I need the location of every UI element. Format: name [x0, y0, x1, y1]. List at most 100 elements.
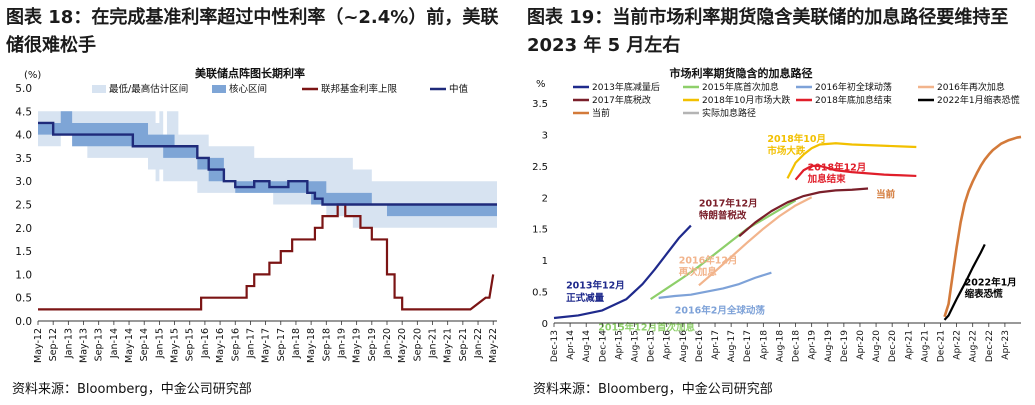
x-tick-label: Sep-19 [367, 328, 378, 361]
rate-path-chart: 市场利率期货隐含的加息路径% 2013年底减量后 2015年底首次加息 2016年初全… [532, 66, 1022, 363]
x-tick-label: Jan-15 [154, 328, 165, 359]
y-tick-label: 3.0 [15, 176, 32, 188]
y-tick-label: 3.5 [532, 99, 548, 110]
source-note: 资料来源：Bloomberg，中金公司研究部 [12, 382, 252, 397]
annotation: 2015年12月首次加息 [598, 322, 695, 334]
figure-title: 图表 18：在完成基准利率超过中性利率（~2.4%）前，美联储很难松手 [6, 7, 499, 56]
legend-item: 实际加息路径 [702, 107, 756, 119]
x-tick-label: Apr-21 [904, 330, 914, 360]
series-line [794, 164, 917, 181]
legend-item: 中值 [449, 83, 469, 95]
x-tick-label: Dec-21 [936, 330, 946, 362]
x-tick-label: Jan-20 [382, 328, 393, 359]
x-tick-label: Aug-21 [920, 330, 930, 362]
series-line [658, 271, 772, 299]
x-tick-label: Dec-17 [743, 330, 753, 362]
annotation: 再次加息 [679, 266, 718, 278]
x-tick-label: Apr-19 [808, 330, 818, 360]
x-tick-label: May-14 [124, 328, 135, 363]
x-tick-label: Jan-14 [109, 328, 120, 359]
series-line [943, 243, 986, 321]
legend: 2013年底减量后 2015年底首次加息 2016年初全球动荡 2016年再次加息20… [573, 81, 1020, 119]
x-tick-label: Dec-16 [695, 330, 705, 362]
x-tick-label: Jan-21 [428, 328, 439, 359]
annotation: 2016年12月 [679, 254, 738, 266]
y-tick-label: 3.5 [15, 153, 32, 165]
legend: 最低/最高估计区间 核心区间 联邦基金利率上限 中值 [92, 83, 469, 95]
x-tick-label: Apr-22 [953, 330, 963, 360]
x-tick-label: Dec-18 [792, 330, 802, 362]
annotation: 2018年12月 [808, 161, 867, 173]
x-tick-label: Sep-21 [458, 328, 469, 361]
x-tick-label: Apr-16 [663, 330, 673, 360]
x-tick-label: Aug-22 [969, 330, 979, 362]
x-tick-label: May-18 [306, 328, 317, 363]
annotation: 正式减量 [566, 292, 605, 304]
ffr-series-line [38, 203, 495, 311]
legend-swatch-range [92, 85, 106, 93]
x-tick-label: May-17 [261, 328, 272, 363]
annotation: 2022年1月 [965, 276, 1017, 288]
y-tick-label: 1.5 [15, 246, 32, 258]
chart-title: 美联储点阵图长期利率 [195, 66, 305, 80]
x-tick-label: May-21 [443, 328, 454, 363]
y-tick-label: 1 [542, 256, 548, 267]
y-tick-label: 4.5 [15, 106, 32, 118]
legend-item: 2022年1月缩表恐慌 [937, 94, 1020, 106]
x-tick-label: Dec-19 [840, 330, 850, 362]
chart-panel-dot-plot: 图表 18：在完成基准利率超过中性利率（~2.4%）前，美联储很难松手 美联储点… [0, 0, 515, 405]
x-tick-label: May-19 [352, 328, 363, 363]
legend-item: 当前 [592, 107, 610, 119]
y-tick-label: 3 [542, 130, 548, 141]
x-tick-label: Apr-15 [614, 330, 624, 360]
x-tick-label: Aug-20 [872, 330, 882, 363]
x-tick-label: May-20 [397, 328, 408, 363]
x-tick-label: May-16 [215, 328, 226, 363]
x-tick-label: Apr-18 [759, 330, 769, 360]
x-tick-label: Dec-13 [550, 330, 560, 362]
x-tick-label: Dec-22 [985, 330, 995, 362]
x-tick-label: May-15 [170, 328, 181, 363]
x-tick-label: Apr-23 [1001, 330, 1011, 360]
dot-plot-chart: 美联储点阵图长期利率 (%) 最低/最高估计区间 核心区间 联邦基金利率上限 中值 0.0 0… [15, 66, 499, 363]
x-tick-label: May-22 [488, 328, 499, 363]
legend-item: 2018年底加息结束 [815, 94, 892, 106]
legend-item: 核心区间 [229, 83, 267, 95]
x-tick-label: Sep-13 [94, 328, 105, 361]
legend-item: 2016年再次加息 [937, 81, 1005, 93]
x-tick-label: Jan-16 [200, 328, 211, 359]
x-tick-label: Apr-17 [711, 330, 721, 360]
x-tick-label: Aug-17 [727, 330, 737, 362]
legend-item: 2015年底首次加息 [702, 81, 779, 93]
x-tick-label: Sep-16 [230, 328, 241, 361]
annotation: 2016年2月全球动荡 [675, 305, 766, 317]
x-tick-label: Sep-18 [321, 328, 332, 361]
x-tick-label: Aug-19 [824, 330, 834, 363]
x-tick-label: Aug-18 [775, 330, 785, 363]
series-line [650, 199, 797, 301]
annotation: 2018年10月 [767, 133, 826, 145]
y-tick-label: 2.5 [532, 162, 548, 173]
y-tick-label: 0.5 [532, 288, 548, 299]
core-band [38, 111, 497, 217]
x-tick-label: Jan-22 [473, 328, 484, 359]
legend-item: 最低/最高估计区间 [109, 83, 188, 95]
legend-item: 2013年底减量后 [592, 81, 660, 93]
legend-item: 联邦基金利率上限 [321, 83, 398, 95]
x-tick-label: Dec-20 [888, 330, 898, 362]
annotation: 缩表恐慌 [965, 288, 1004, 300]
x-tick-label: Apr-20 [856, 330, 866, 360]
x-tick-label: Sep-15 [185, 328, 196, 361]
legend-item: 2016年初全球动荡 [815, 81, 892, 93]
chart-title: 市场利率期货隐含的加息路径 [670, 66, 813, 80]
annotation: 特朗普税改 [699, 210, 747, 222]
x-tick-label: Jan-13 [63, 328, 74, 359]
legend-item: 2017年底税改 [592, 94, 651, 106]
x-tick-label: Jan-18 [291, 328, 302, 359]
series-line [786, 142, 917, 179]
y-tick-label: 5.0 [15, 83, 32, 95]
series-line [553, 224, 692, 320]
annotation: 加息结束 [807, 173, 847, 185]
annotation: 市场大跌 [767, 145, 806, 157]
x-tick-label: Sep-17 [276, 328, 287, 361]
